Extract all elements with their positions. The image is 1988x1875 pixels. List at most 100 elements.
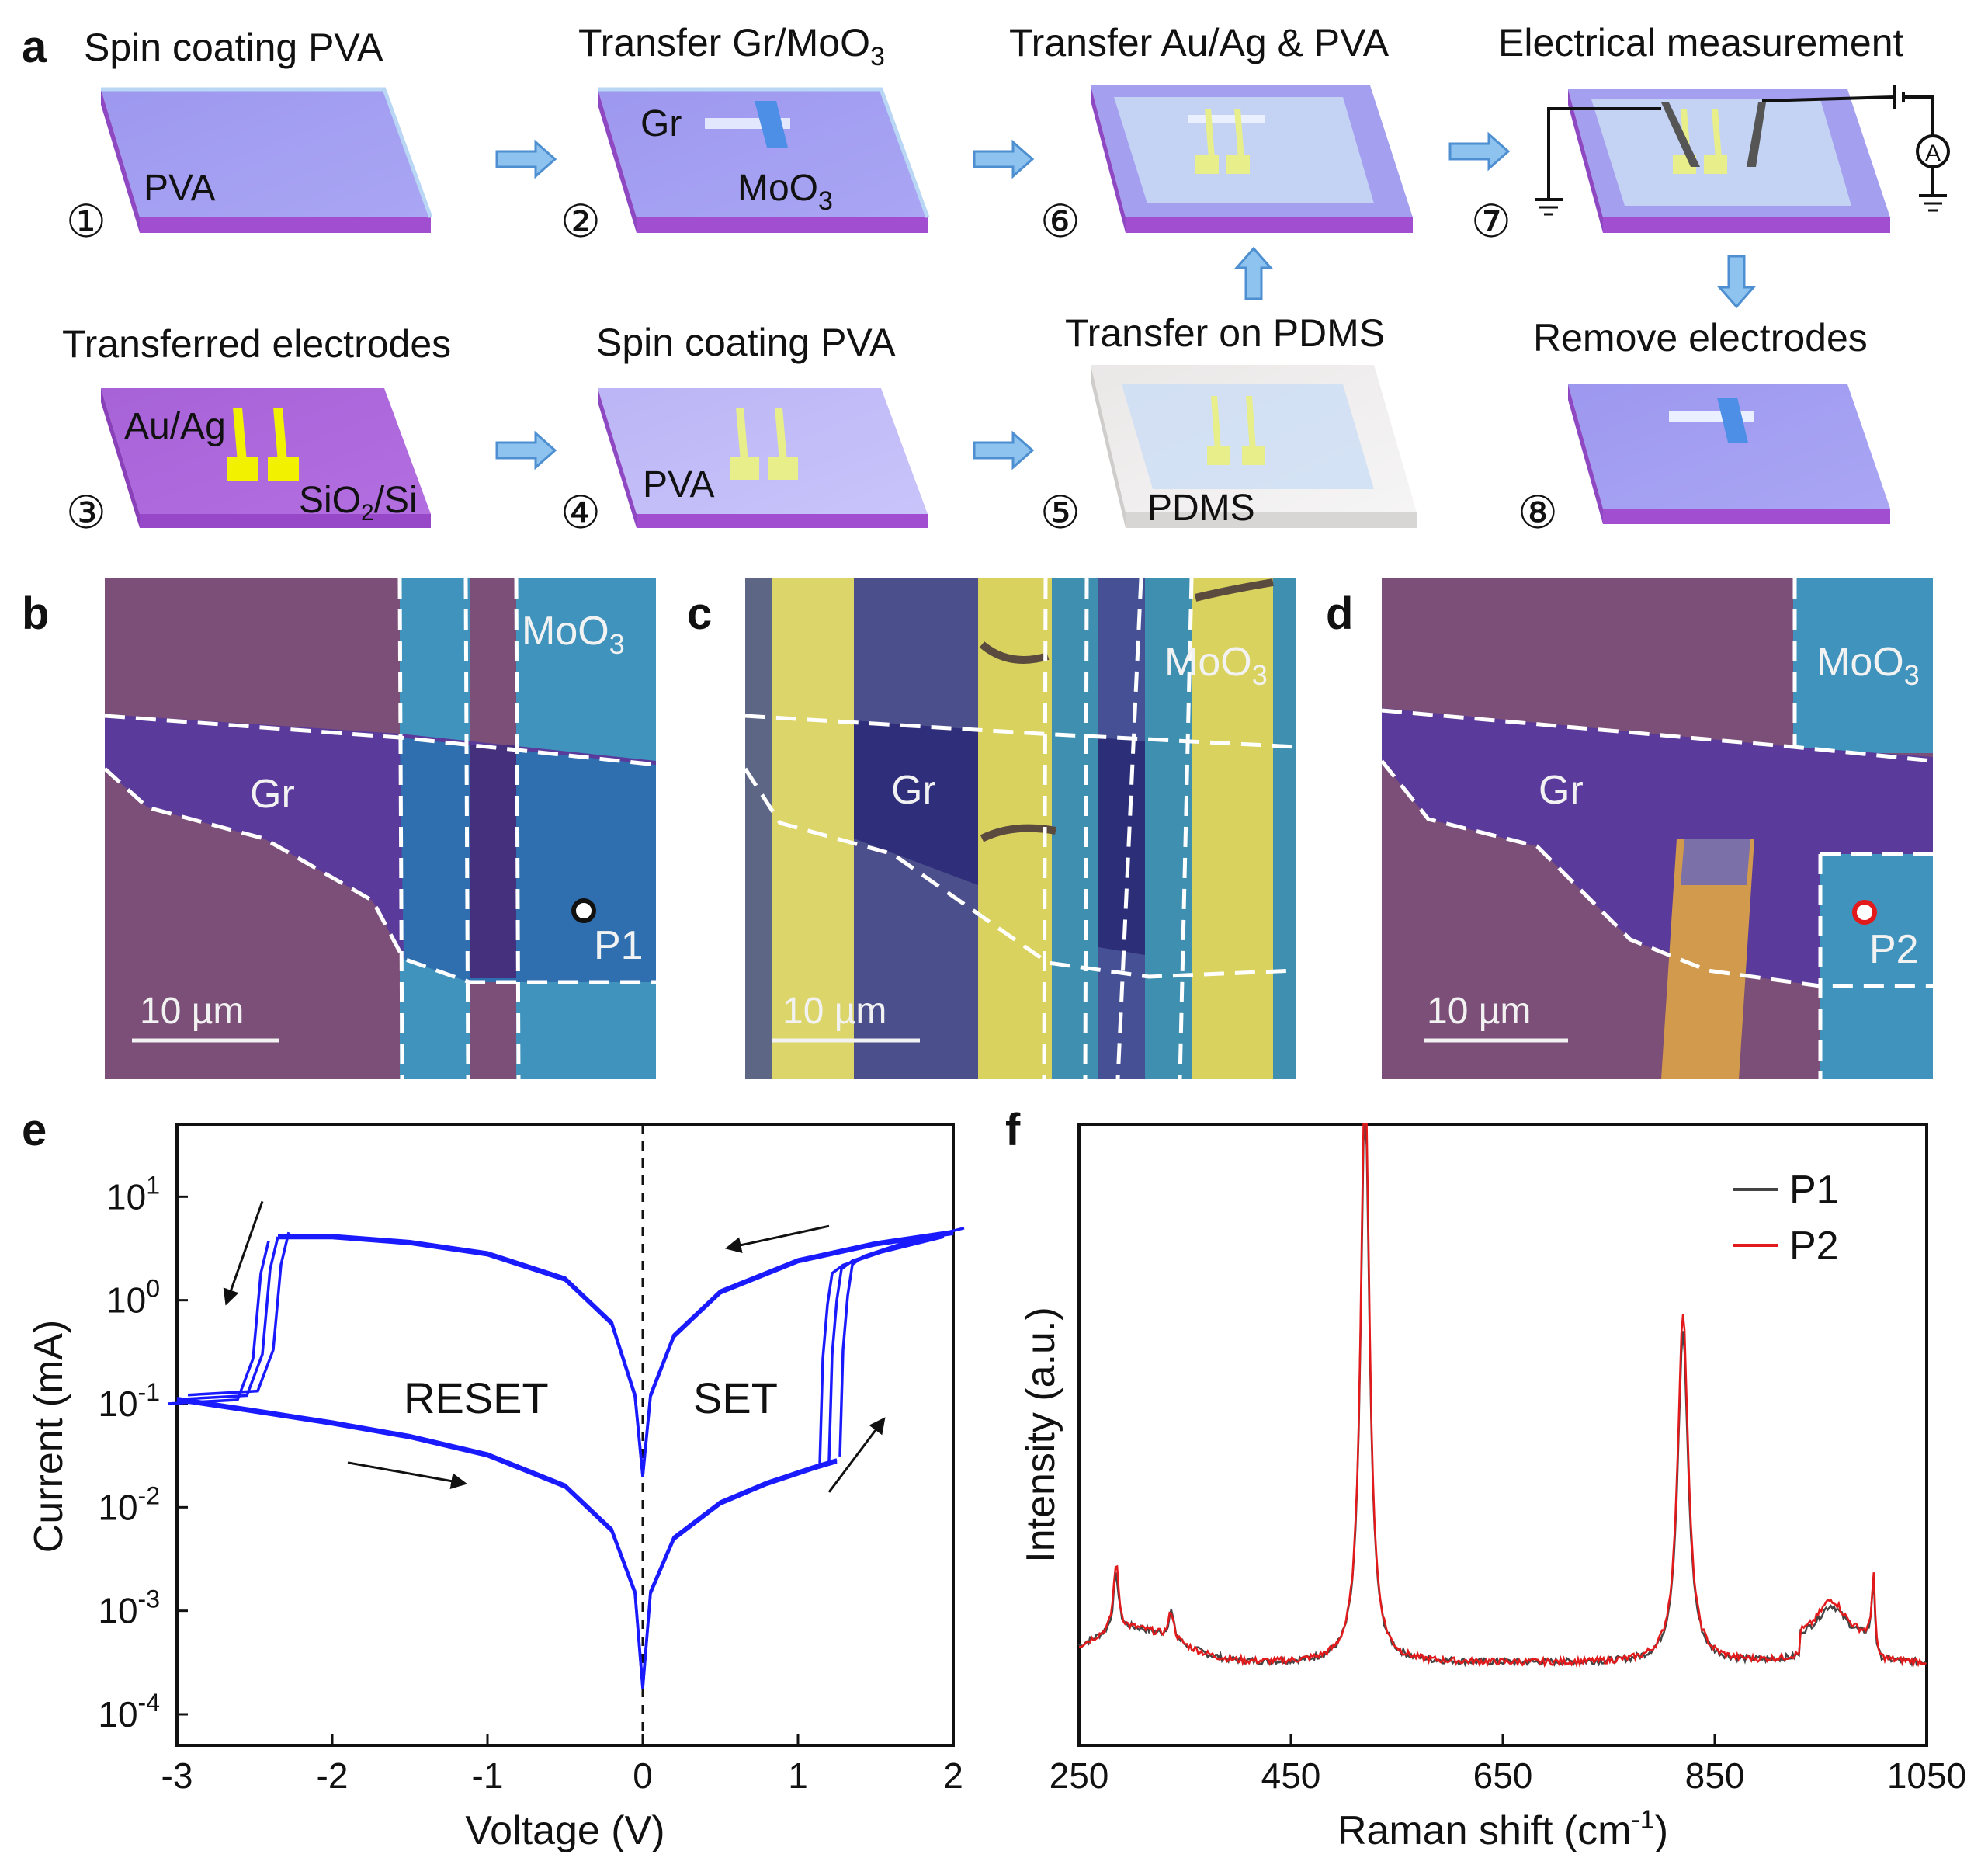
chart-e-series-set-jump: [818, 1235, 945, 1466]
step-3-auag-label: Au/Ag: [124, 406, 226, 447]
step-7-title: Electrical measurement: [1498, 21, 1904, 64]
chart-e-xtick-label: -3: [161, 1755, 193, 1796]
moo3-flake: [755, 101, 788, 148]
chart-e-ytick-label: 101: [106, 1171, 160, 1217]
slab-step-3: [101, 388, 431, 528]
step-8-title: Remove electrodes: [1533, 316, 1868, 359]
chart-e-ytick-label: 100: [106, 1275, 160, 1321]
ammeter-label: A: [1925, 141, 1941, 166]
chart-e-set-label: SET: [693, 1373, 778, 1422]
chart-e-series-reset-jump: [187, 1231, 290, 1397]
chart-e-series-set-jump: [838, 1227, 965, 1457]
step-1-title: Spin coating PVA: [84, 26, 383, 69]
micrograph-c-scale-label: 10 µm: [782, 991, 886, 1032]
slab-step-2: [598, 87, 930, 233]
micrograph-d-p2-label: P2: [1869, 927, 1919, 972]
micrograph-b-scale-label: 10 µm: [140, 991, 244, 1032]
step-2-gr-label: Gr: [640, 103, 682, 144]
slab-step-7: [1535, 85, 1950, 233]
chart-f-series-p2: [1078, 1123, 1927, 1668]
chart-e-ytick-label: 10-3: [98, 1585, 160, 1631]
arrow-up-icon: [1233, 246, 1274, 300]
step-3-substrate-label: SiO2/Si: [299, 480, 418, 526]
chart-e-sweep-arrow: [827, 1417, 886, 1493]
chart-e-reset-label: RESET: [404, 1373, 549, 1422]
arrow-right-icon: [973, 139, 1035, 179]
panel-label-c: c: [687, 589, 712, 639]
step-5-number: ⑤: [1040, 486, 1081, 539]
micrograph-b-p1-label: P1: [594, 923, 644, 968]
slab-step-1: [101, 87, 433, 233]
micrograph-d-scale-label: 10 µm: [1427, 991, 1531, 1032]
micrograph-d-gr-label: Gr: [1539, 768, 1584, 813]
arrow-down-icon: [1716, 255, 1757, 309]
chart-e-series-hrs-sweep: [176, 1398, 838, 1689]
arrow-right-icon: [495, 430, 557, 470]
micrograph-b-moo3-label: MoO3: [522, 609, 625, 660]
step-8-number: ⑧: [1518, 486, 1558, 539]
chart-e-xtick-label: -1: [472, 1755, 504, 1796]
chart-f-xtick-label: 850: [1685, 1755, 1745, 1796]
point-marker-p2: [1852, 900, 1877, 925]
panel-label-f: f: [1005, 1105, 1021, 1155]
chart-e-xtick-label: 0: [633, 1755, 653, 1796]
micrograph-c-moo3-label: MoO3: [1164, 640, 1268, 691]
chart-e-sweep-arrow: [347, 1461, 468, 1489]
chart-f: 250 450 650 850 1050: [1050, 1123, 1966, 1796]
arrow-right-icon: [495, 139, 557, 179]
chart-f-ylabel: Intensity (a.u.): [1018, 1307, 1063, 1562]
legend-label-p2: P2: [1789, 1224, 1839, 1269]
step-2-moo3-label: MoO3: [737, 168, 833, 216]
step-3-number: ③: [66, 486, 106, 539]
step-4-title: Spin coating PVA: [596, 321, 896, 364]
electrode-residue: [1661, 839, 1754, 1079]
arrow-right-icon: [973, 430, 1035, 470]
chart-e-frame: [175, 1123, 955, 1747]
step-4-pva-label: PVA: [643, 464, 714, 505]
chart-f-legend: P1 P2: [1733, 1168, 1839, 1269]
chart-f-xtick-label: 650: [1473, 1755, 1533, 1796]
micrograph-c-gr-label: Gr: [891, 768, 936, 813]
step-5-pdms-label: PDMS: [1147, 488, 1255, 529]
chart-e-ylabel: Current (mA): [26, 1320, 71, 1553]
chart-f-xtick-label: 450: [1261, 1755, 1321, 1796]
chart-f-xtick-label: 1050: [1887, 1755, 1966, 1796]
chart-e-sweep-arrow: [724, 1224, 830, 1254]
chart-e-sweep-arrow: [223, 1200, 264, 1306]
chart-e-xtick-label: 2: [943, 1755, 963, 1796]
step-4-number: ④: [560, 486, 601, 539]
step-1-number: ①: [66, 195, 106, 248]
step-3-title: Transferred electrodes: [62, 322, 451, 366]
chart-e-xtick-label: -2: [317, 1755, 349, 1796]
panel-label-a: a: [22, 22, 47, 72]
point-marker-p1: [571, 898, 596, 923]
chart-e-xlabel: Voltage (V): [465, 1808, 664, 1853]
chart-e-series-set-jump: [827, 1231, 954, 1461]
slab-step-6: [1091, 85, 1413, 233]
legend-label-p1: P1: [1789, 1168, 1839, 1213]
process-arrows: [495, 131, 1757, 470]
step-2-title: Transfer Gr/MoO3: [578, 21, 885, 71]
chart-e-xtick-label: 1: [788, 1755, 808, 1796]
step-6-number: ⑥: [1040, 195, 1081, 248]
micrograph-d: [1380, 578, 1934, 1079]
panel-label-b: b: [22, 589, 49, 639]
step-6-title: Transfer Au/Ag & PVA: [1009, 21, 1390, 64]
chart-e-ytick-label: 10-4: [98, 1689, 160, 1734]
chart-e-series-lrs-sweep: [278, 1232, 954, 1477]
panel-label-d: d: [1326, 589, 1353, 639]
micrograph-b-gr-label: Gr: [250, 772, 295, 817]
ground-icon-right: [1919, 194, 1947, 212]
micrograph-c: [743, 578, 1297, 1080]
slab-step-5: [1091, 365, 1417, 528]
chart-e-series-hrs-sweep: [176, 1396, 838, 1687]
step-5-title: Transfer on PDMS: [1065, 311, 1385, 355]
probe-left: [1661, 102, 1700, 167]
probe-right: [1747, 102, 1766, 167]
chart-f-xtick-label: 250: [1050, 1755, 1109, 1796]
step-7-number: ⑦: [1471, 195, 1511, 248]
chart-e-series-reset-jump: [167, 1241, 270, 1405]
step-2-number: ②: [560, 195, 601, 248]
step-1-pva-label: PVA: [144, 168, 215, 209]
chart-e-series-hrs-sweep: [176, 1399, 838, 1689]
